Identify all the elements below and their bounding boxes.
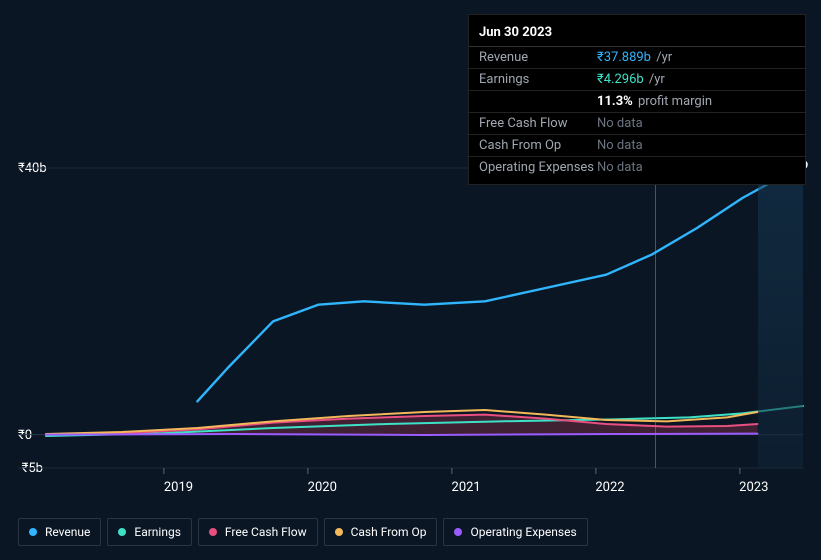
x-axis-tick: 2020 bbox=[308, 480, 337, 495]
legend-dot-icon bbox=[335, 528, 343, 536]
tooltip-row-label: Cash From Op bbox=[479, 138, 597, 153]
chart-plot-area[interactable] bbox=[46, 168, 803, 468]
legend-label: Earnings bbox=[134, 525, 181, 539]
tooltip-row: Revenue₹37.889b /yr bbox=[469, 47, 805, 69]
hover-vertical-line bbox=[655, 168, 656, 468]
tooltip-row: 11.3% profit margin bbox=[469, 91, 805, 113]
tooltip-row: Earnings₹4.296b /yr bbox=[469, 69, 805, 91]
legend-item[interactable]: Earnings bbox=[107, 518, 192, 546]
legend-dot-icon bbox=[454, 528, 462, 536]
tooltip-row-label: Free Cash Flow bbox=[479, 116, 597, 131]
x-axis-tick: 2022 bbox=[595, 480, 624, 495]
chart-tooltip: Jun 30 2023 Revenue₹37.889b /yrEarnings₹… bbox=[468, 14, 806, 185]
tooltip-row-value: ₹37.889b /yr bbox=[597, 50, 672, 65]
tooltip-row-value: ₹4.296b /yr bbox=[597, 72, 665, 87]
legend-label: Cash From Op bbox=[351, 525, 427, 539]
chart-svg bbox=[46, 168, 803, 468]
chart-legend: Revenue Earnings Free Cash Flow Cash From O… bbox=[18, 518, 588, 546]
tooltip-row-value: 11.3% profit margin bbox=[597, 94, 712, 109]
tooltip-row: Operating ExpensesNo data bbox=[469, 157, 805, 178]
legend-dot-icon bbox=[29, 528, 37, 536]
tooltip-row-value: No data bbox=[597, 116, 643, 131]
tooltip-rows: Revenue₹37.889b /yrEarnings₹4.296b /yr11… bbox=[469, 47, 805, 178]
tooltip-date: Jun 30 2023 bbox=[469, 21, 805, 47]
legend-label: Revenue bbox=[45, 525, 90, 539]
legend-label: Operating Expenses bbox=[470, 525, 576, 539]
tooltip-row-label bbox=[479, 94, 597, 109]
tooltip-row-value: No data bbox=[597, 160, 643, 175]
hover-highlight-band bbox=[758, 168, 803, 468]
legend-dot-icon bbox=[209, 528, 217, 536]
legend-label: Free Cash Flow bbox=[225, 525, 307, 539]
legend-item[interactable]: Free Cash Flow bbox=[198, 518, 318, 546]
tooltip-row-label: Operating Expenses bbox=[479, 160, 597, 175]
legend-item[interactable]: Cash From Op bbox=[324, 518, 438, 546]
legend-item[interactable]: Revenue bbox=[18, 518, 101, 546]
x-axis-tick: 2021 bbox=[452, 480, 481, 495]
tooltip-row: Cash From OpNo data bbox=[469, 135, 805, 157]
x-axis-tick: 2019 bbox=[164, 480, 193, 495]
y-axis-label: -₹5b bbox=[18, 461, 43, 476]
legend-item[interactable]: Operating Expenses bbox=[443, 518, 587, 546]
legend-dot-icon bbox=[118, 528, 126, 536]
tooltip-row-value: No data bbox=[597, 138, 643, 153]
tooltip-row-label: Revenue bbox=[479, 50, 597, 65]
tooltip-row-label: Earnings bbox=[479, 72, 597, 87]
y-axis-label: ₹0 bbox=[18, 428, 32, 443]
x-axis-tick: 2023 bbox=[739, 480, 768, 495]
tooltip-row: Free Cash FlowNo data bbox=[469, 113, 805, 135]
